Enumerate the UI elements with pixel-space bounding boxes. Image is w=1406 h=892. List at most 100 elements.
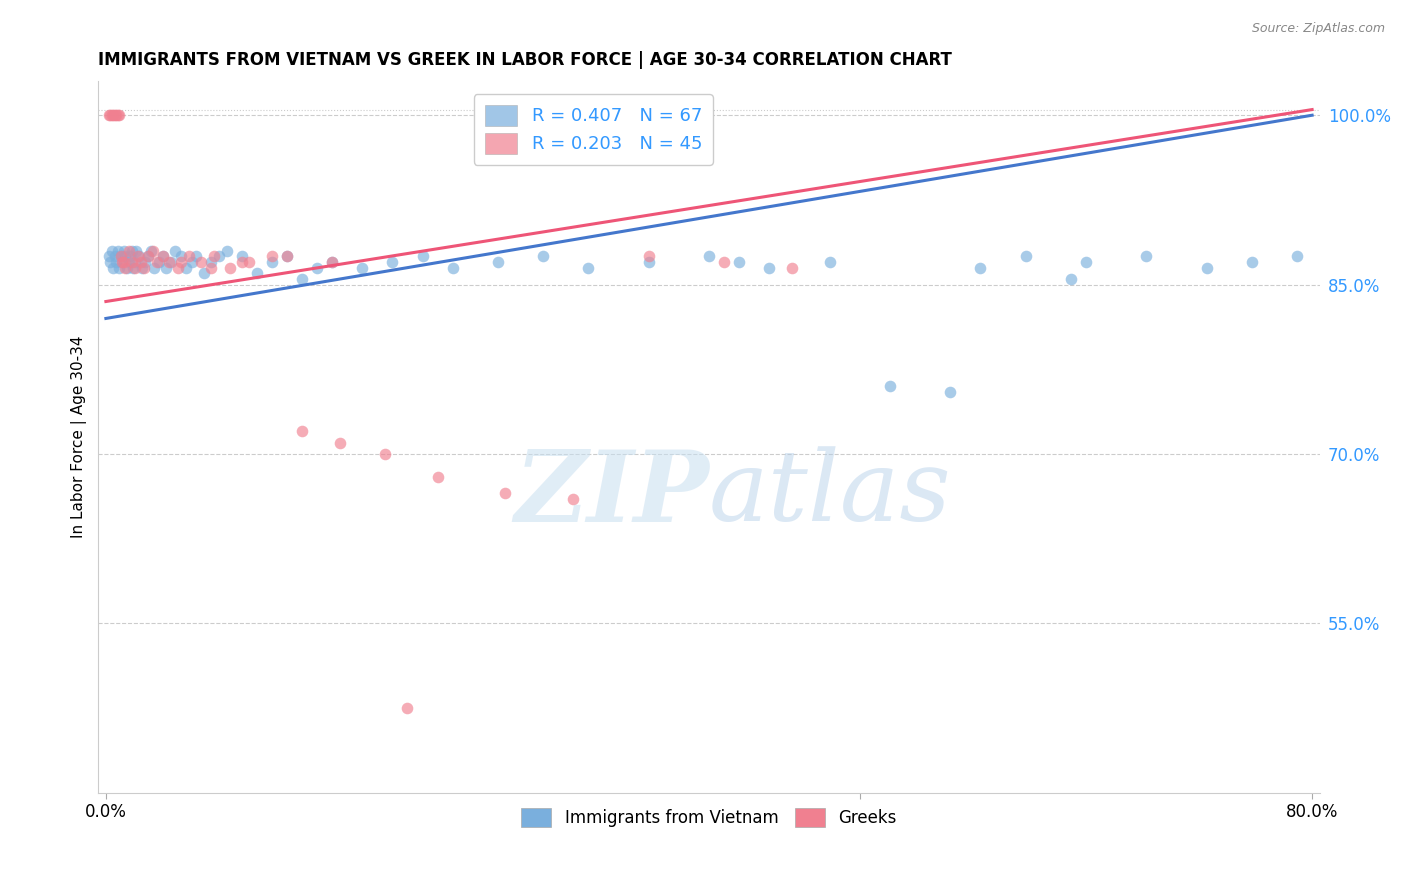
Point [101, 244, 124, 258]
Point [115, 260, 138, 275]
Point [780, 260, 803, 275]
Point [131, 260, 153, 275]
Point [142, 244, 165, 258]
Point [412, 249, 434, 263]
Point [104, 249, 127, 263]
Point [136, 249, 159, 263]
Point [260, 255, 283, 269]
Point [103, 108, 125, 122]
Point [117, 255, 139, 269]
Point [108, 108, 131, 122]
Point [146, 255, 169, 269]
Point [291, 272, 314, 286]
Text: ZIP: ZIP [515, 446, 709, 542]
Point [121, 255, 143, 269]
Point [143, 260, 166, 275]
Point [110, 249, 132, 263]
Point [728, 255, 751, 269]
Point [97, 108, 120, 122]
Point [637, 255, 659, 269]
Point [108, 260, 131, 275]
Point [139, 244, 162, 258]
Point [118, 249, 141, 263]
Point [128, 249, 150, 263]
Point [200, 260, 222, 275]
Point [100, 108, 122, 122]
Point [218, 260, 240, 275]
Point [969, 260, 991, 275]
Point [100, 255, 122, 269]
Point [107, 244, 129, 258]
Point [321, 255, 343, 269]
Point [157, 255, 180, 269]
Point [231, 255, 253, 269]
Point [193, 266, 215, 280]
Point [396, 701, 419, 715]
Point [305, 260, 328, 275]
Point [111, 255, 134, 269]
Point [107, 108, 129, 122]
Point [170, 255, 193, 269]
Point [879, 379, 901, 393]
Point [190, 255, 212, 269]
Point [1286, 249, 1309, 263]
Point [159, 255, 181, 269]
Point [1195, 260, 1218, 275]
Point [1240, 255, 1263, 269]
Text: IMMIGRANTS FROM VIETNAM VS GREEK IN LABOR FORCE | AGE 30-34 CORRELATION CHART: IMMIGRANTS FROM VIETNAM VS GREEK IN LABO… [98, 51, 952, 69]
Y-axis label: In Labor Force | Age 30-34: In Labor Force | Age 30-34 [72, 335, 87, 538]
Legend: Immigrants from Vietnam, Greeks: Immigrants from Vietnam, Greeks [515, 802, 904, 834]
Point [117, 244, 139, 258]
Point [114, 249, 136, 263]
Point [1074, 255, 1097, 269]
Point [170, 249, 193, 263]
Point [167, 260, 190, 275]
Point [713, 255, 735, 269]
Point [174, 260, 197, 275]
Point [260, 249, 283, 263]
Point [758, 260, 780, 275]
Point [104, 108, 127, 122]
Point [329, 435, 352, 450]
Point [238, 255, 260, 269]
Point [110, 249, 132, 263]
Point [441, 260, 464, 275]
Point [112, 255, 135, 269]
Point [562, 492, 585, 507]
Point [186, 249, 208, 263]
Point [127, 249, 149, 263]
Point [246, 266, 269, 280]
Point [231, 249, 253, 263]
Point [105, 108, 128, 122]
Point [818, 255, 841, 269]
Point [1014, 249, 1036, 263]
Text: atlas: atlas [709, 446, 952, 541]
Point [200, 255, 222, 269]
Point [177, 249, 200, 263]
Point [125, 244, 148, 258]
Point [939, 384, 962, 399]
Point [352, 260, 374, 275]
Point [132, 260, 155, 275]
Point [124, 255, 146, 269]
Point [101, 108, 124, 122]
Point [124, 260, 146, 275]
Point [576, 260, 599, 275]
Point [486, 255, 509, 269]
Point [105, 255, 128, 269]
Point [155, 260, 177, 275]
Point [114, 260, 136, 275]
Point [381, 255, 404, 269]
Point [697, 249, 720, 263]
Point [276, 249, 298, 263]
Point [152, 249, 174, 263]
Point [531, 249, 554, 263]
Text: Source: ZipAtlas.com: Source: ZipAtlas.com [1251, 22, 1385, 36]
Point [374, 447, 396, 461]
Point [165, 244, 187, 258]
Point [111, 255, 134, 269]
Point [215, 244, 238, 258]
Point [112, 244, 135, 258]
Point [121, 244, 143, 258]
Point [637, 249, 659, 263]
